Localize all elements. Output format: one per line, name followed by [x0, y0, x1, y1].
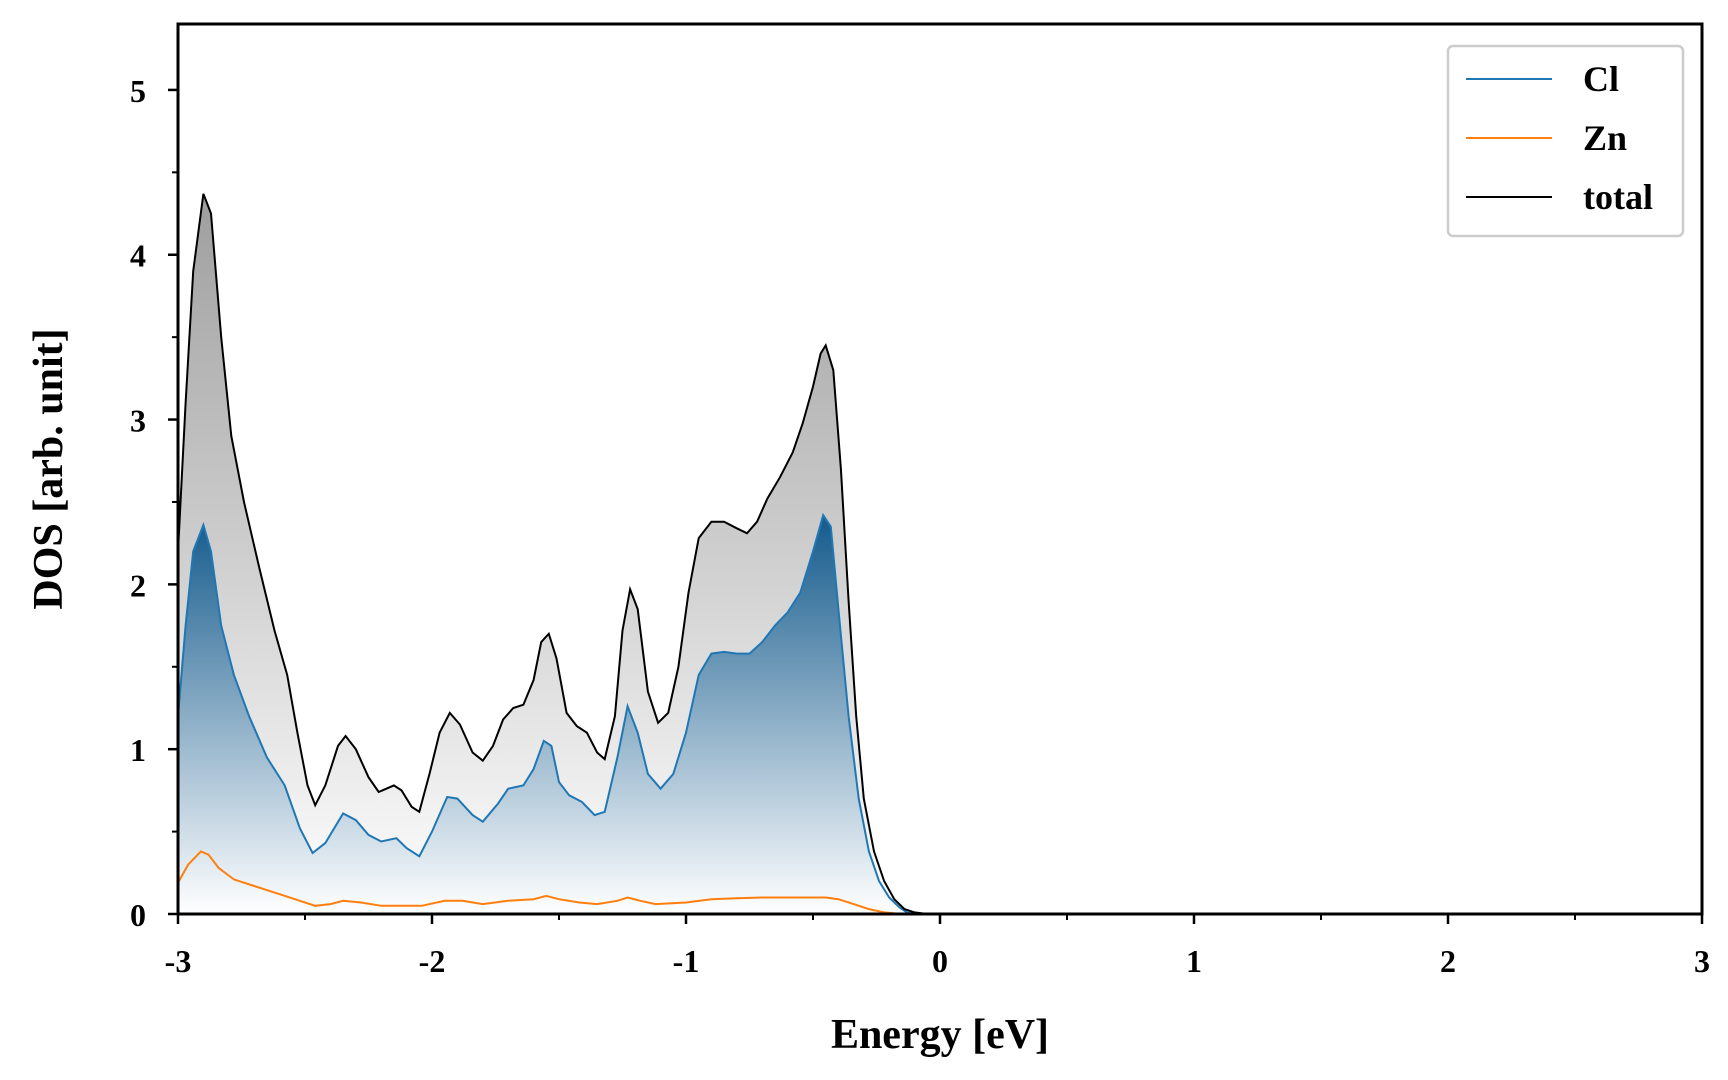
x-axis: -3 -2 -1 0 1 2 3 [165, 914, 1710, 979]
y-tick-label: 5 [130, 73, 146, 109]
x-tick-label: -2 [419, 943, 446, 979]
x-tick-label: -3 [165, 943, 192, 979]
y-axis-title: DOS [arb. unit] [26, 328, 72, 609]
x-axis-title: Energy [eV] [831, 1012, 1049, 1058]
plot-area [178, 193, 1702, 914]
cl-series-line [178, 512, 1702, 914]
x-tick-label: -1 [673, 943, 700, 979]
cl-area-fill [178, 515, 1702, 914]
legend-label-total: total [1583, 177, 1653, 217]
y-tick-label: 0 [130, 897, 146, 933]
y-tick-label: 1 [130, 732, 146, 768]
y-tick-label: 4 [130, 238, 146, 274]
x-tick-label: 1 [1186, 943, 1202, 979]
y-axis: 0 1 2 3 4 5 [130, 73, 178, 933]
total-area-fill [178, 193, 1702, 914]
legend-label-cl: Cl [1583, 59, 1619, 99]
x-tick-label: 3 [1694, 943, 1710, 979]
x-tick-label: 0 [932, 943, 948, 979]
total-series-line [178, 193, 1702, 914]
x-tick-label: 2 [1440, 943, 1456, 979]
legend-label-zn: Zn [1583, 118, 1627, 158]
legend-box [1446, 44, 1685, 238]
y-tick-label: 3 [130, 403, 146, 439]
legend: Cl Zn total [1446, 44, 1685, 238]
y-tick-label: 2 [130, 567, 146, 603]
zn-series-line [178, 850, 1702, 914]
